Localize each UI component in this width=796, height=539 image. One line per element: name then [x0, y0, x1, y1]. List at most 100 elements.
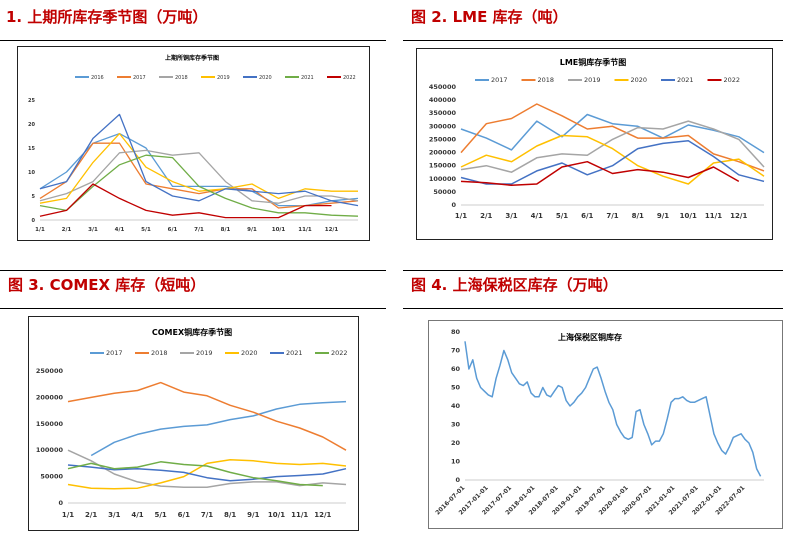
y-tick-label: 50	[451, 384, 461, 392]
y-tick-label: 400000	[429, 96, 457, 104]
y-tick-label: 0	[32, 218, 36, 224]
y-tick-label: 200000	[429, 149, 457, 157]
legend-label-2022: 2022	[331, 349, 348, 357]
chart-3-title: COMEX铜库存季节图	[152, 327, 232, 337]
legend-label-2016: 2016	[91, 75, 104, 81]
series-line-2022	[460, 160, 740, 187]
legend-label-2018: 2018	[538, 76, 555, 84]
series-line-2021	[39, 154, 359, 217]
legend-label-2017: 2017	[133, 75, 146, 81]
y-tick-label: 50000	[40, 473, 63, 481]
legend-label-2020: 2020	[631, 76, 648, 84]
x-tick-label: 6/1	[168, 227, 178, 233]
chart-1-title: 上期所铜库存季节图	[165, 54, 219, 62]
figure-2-rule	[403, 40, 783, 41]
legend-label-2022: 2022	[724, 76, 741, 84]
y-tick-label: 15	[28, 146, 35, 152]
series-line-2019	[39, 132, 358, 204]
x-tick-label: 2/1	[85, 511, 97, 519]
x-tick-label: 9/1	[247, 227, 257, 233]
chart-3-frame	[28, 316, 359, 531]
legend-label-2020: 2020	[241, 349, 258, 357]
series-line-2017	[460, 113, 765, 154]
x-tick-label: 11/1	[298, 227, 312, 233]
x-tick-label: 3/1	[108, 511, 120, 519]
y-tick-label: 100000	[429, 175, 457, 183]
x-tick-label: 7/1	[201, 511, 213, 519]
x-tick-label: 3/1	[88, 227, 98, 233]
series-line-2017	[90, 400, 347, 457]
y-tick-label: 10	[28, 170, 35, 176]
figure-3-top-rule	[0, 270, 386, 271]
legend-label-2021: 2021	[677, 76, 694, 84]
legend-label-2017: 2017	[106, 349, 123, 357]
legend-label-2019: 2019	[196, 349, 213, 357]
x-tick-label: 7/1	[606, 212, 618, 220]
x-tick-label: 1/1	[35, 227, 45, 233]
figure-1-title: 1. 上期所库存季节图（万吨）	[6, 8, 208, 26]
x-tick-label: 4/1	[531, 212, 543, 220]
y-tick-label: 10	[451, 458, 461, 466]
chart-4-frame	[428, 320, 783, 529]
x-tick-label: 6/1	[178, 511, 190, 519]
x-tick-label: 11/1	[291, 511, 308, 519]
y-tick-label: 150000	[429, 162, 457, 170]
y-tick-label: 250000	[429, 135, 457, 143]
y-tick-label: 100000	[36, 446, 64, 454]
x-tick-label: 5/1	[141, 227, 151, 233]
figure-3-rule	[0, 308, 386, 309]
figure-4-rule	[403, 308, 783, 309]
legend-label-2021: 2021	[286, 349, 303, 357]
x-tick-label: 12/1	[730, 212, 747, 220]
legend-label-2019: 2019	[217, 75, 230, 81]
x-tick-label: 7/1	[194, 227, 204, 233]
y-tick-label: 20	[451, 439, 461, 447]
x-tick-label: 9/1	[247, 511, 259, 519]
legend-label-2018: 2018	[175, 75, 188, 81]
chart-1-frame	[17, 46, 370, 241]
y-tick-label: 30	[451, 421, 461, 429]
y-tick-label: 40	[451, 402, 461, 410]
figure-1-rule	[0, 40, 386, 41]
series-line-2022	[39, 183, 332, 219]
series-line-2021	[460, 140, 765, 185]
y-tick-label: 200000	[36, 393, 64, 401]
x-tick-label: 1/1	[455, 212, 467, 220]
y-tick-label: 50000	[433, 188, 456, 196]
y-tick-label: 0	[455, 476, 460, 484]
legend-label-2022: 2022	[343, 75, 356, 81]
x-tick-label: 9/1	[657, 212, 669, 220]
x-tick-label: 2/1	[480, 212, 492, 220]
y-tick-label: 80	[451, 328, 461, 336]
series-line-2019	[67, 449, 347, 488]
legend-label-2019: 2019	[584, 76, 601, 84]
series-line-上海保税区铜库存	[464, 341, 762, 477]
series-line-2020	[460, 134, 765, 185]
y-tick-label: 0	[451, 201, 456, 209]
y-tick-label: 300000	[429, 122, 457, 130]
y-tick-label: 450000	[429, 83, 457, 91]
x-tick-label: 8/1	[221, 227, 231, 233]
x-tick-label: 4/1	[131, 511, 143, 519]
y-tick-label: 5	[32, 194, 36, 200]
series-line-2018	[39, 149, 359, 204]
series-line-2018	[67, 381, 347, 451]
y-tick-label: 350000	[429, 109, 457, 117]
x-tick-label: 5/1	[556, 212, 568, 220]
y-tick-label: 70	[451, 347, 461, 355]
series-line-2021	[67, 464, 347, 482]
x-tick-label: 8/1	[632, 212, 644, 220]
series-line-2020	[39, 113, 359, 207]
x-tick-label: 10/1	[268, 511, 285, 519]
x-tick-label: 6/1	[581, 212, 593, 220]
series-line-2019	[460, 120, 765, 173]
x-tick-label: 2/1	[62, 227, 72, 233]
y-tick-label: 0	[58, 499, 63, 507]
x-tick-label: 1/1	[62, 511, 74, 519]
figure-4-top-rule	[403, 270, 783, 271]
y-tick-label: 250000	[36, 367, 64, 375]
y-tick-label: 25	[28, 98, 35, 104]
series-line-2022	[67, 461, 323, 487]
x-tick-label: 3/1	[505, 212, 517, 220]
